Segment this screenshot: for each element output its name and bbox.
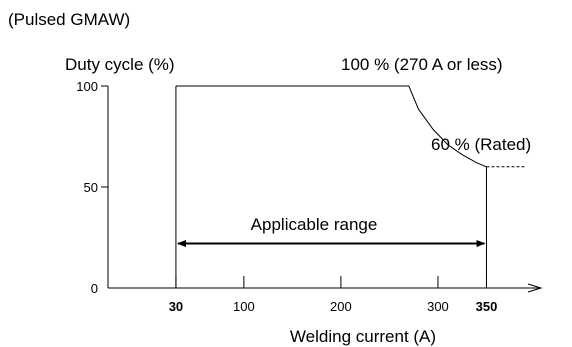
annotation-applicable-range: Applicable range xyxy=(251,215,378,234)
x-tick-label-300: 300 xyxy=(427,299,449,314)
x-axis-title: Welding current (A) xyxy=(290,327,436,346)
chart-marks xyxy=(175,85,525,288)
duty-cycle-line xyxy=(175,85,487,168)
chart-caption: (Pulsed GMAW) xyxy=(8,10,130,29)
x-tick-label-30: 30 xyxy=(169,299,183,314)
x-tick-label-200: 200 xyxy=(330,299,352,314)
annotation-rated-duty: 60 % (Rated) xyxy=(431,135,531,154)
y-axis-title: Duty cycle (%) xyxy=(65,55,175,74)
axis-ticks: 0 50 100 30 100 200 300 350 xyxy=(76,79,497,314)
y-tick-label-0: 0 xyxy=(91,281,98,296)
y-tick-label-100: 100 xyxy=(76,79,98,94)
x-axis-arrow xyxy=(527,283,543,293)
annotation-full-duty: 100 % (270 A or less) xyxy=(341,55,503,74)
y-tick-label-50: 50 xyxy=(84,180,98,195)
x-tick-label-350: 350 xyxy=(476,299,498,314)
x-tick-label-100: 100 xyxy=(233,299,255,314)
axes xyxy=(107,86,543,293)
